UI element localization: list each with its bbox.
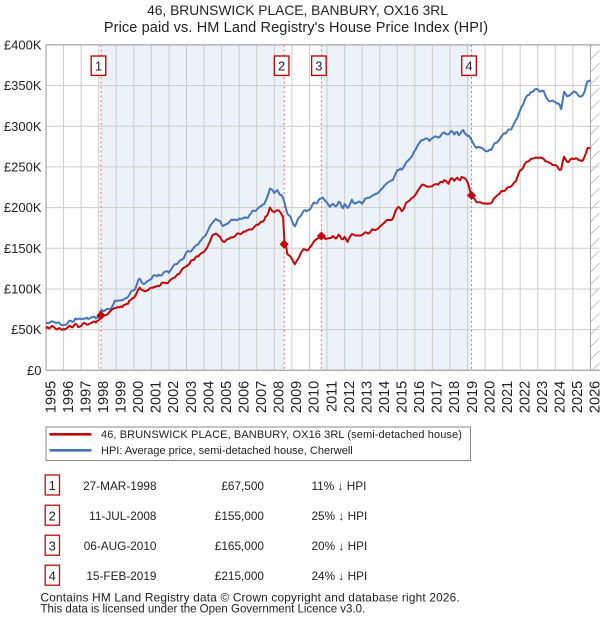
svg-text:2017: 2017 xyxy=(430,381,446,413)
svg-text:20% ↓ HPI: 20% ↓ HPI xyxy=(312,539,368,553)
svg-text:1: 1 xyxy=(95,59,102,74)
svg-text:24% ↓ HPI: 24% ↓ HPI xyxy=(312,569,368,583)
svg-text:2011: 2011 xyxy=(324,381,340,412)
svg-text:£67,500: £67,500 xyxy=(221,479,264,493)
svg-text:2009: 2009 xyxy=(289,381,305,413)
svg-text:2003: 2003 xyxy=(184,381,200,413)
svg-text:3: 3 xyxy=(49,538,56,553)
svg-text:2022: 2022 xyxy=(517,381,533,413)
svg-text:£165,000: £165,000 xyxy=(215,539,265,553)
svg-text:1999: 1999 xyxy=(114,381,130,413)
svg-text:2021: 2021 xyxy=(500,381,516,413)
svg-text:£200K: £200K xyxy=(4,200,42,215)
svg-text:2014: 2014 xyxy=(377,381,393,413)
svg-text:2018: 2018 xyxy=(447,381,463,413)
svg-text:2019: 2019 xyxy=(465,381,481,413)
svg-text:25% ↓ HPI: 25% ↓ HPI xyxy=(312,509,368,523)
svg-text:2: 2 xyxy=(278,59,285,74)
svg-text:1995: 1995 xyxy=(43,381,59,413)
svg-text:2002: 2002 xyxy=(166,381,182,413)
svg-text:11% ↓ HPI: 11% ↓ HPI xyxy=(312,479,367,493)
svg-text:£150K: £150K xyxy=(4,241,42,256)
svg-text:HPI: Average price, semi-detac: HPI: Average price, semi-detached house,… xyxy=(101,445,353,457)
svg-text:3: 3 xyxy=(315,59,322,74)
svg-text:£155,000: £155,000 xyxy=(215,509,265,523)
svg-text:2005: 2005 xyxy=(219,381,235,413)
svg-text:£50K: £50K xyxy=(11,322,42,337)
svg-text:£300K: £300K xyxy=(4,119,42,134)
svg-text:£250K: £250K xyxy=(4,160,42,175)
svg-text:46, BRUNSWICK PLACE, BANBURY,: 46, BRUNSWICK PLACE, BANBURY, OX16 3RL xyxy=(147,3,448,18)
svg-text:2008: 2008 xyxy=(272,381,288,413)
svg-text:06-AUG-2010: 06-AUG-2010 xyxy=(84,539,157,553)
svg-text:2007: 2007 xyxy=(254,381,270,413)
svg-text:2013: 2013 xyxy=(359,381,375,413)
svg-text:Price paid vs. HM Land Registr: Price paid vs. HM Land Registry's House … xyxy=(104,20,488,36)
svg-text:27-MAR-1998: 27-MAR-1998 xyxy=(83,479,157,493)
svg-text:£400K: £400K xyxy=(4,37,42,52)
svg-text:4: 4 xyxy=(49,568,56,583)
svg-text:2010: 2010 xyxy=(307,381,323,413)
svg-text:1: 1 xyxy=(49,478,56,493)
svg-text:1996: 1996 xyxy=(61,381,77,413)
svg-text:11-JUL-2008: 11-JUL-2008 xyxy=(89,509,157,523)
svg-text:2025: 2025 xyxy=(570,381,586,413)
svg-text:46, BRUNSWICK PLACE, BANBURY,: 46, BRUNSWICK PLACE, BANBURY, OX16 3RL (… xyxy=(101,429,462,441)
svg-text:2012: 2012 xyxy=(342,381,358,413)
svg-text:2023: 2023 xyxy=(535,381,551,413)
svg-text:2024: 2024 xyxy=(553,381,569,413)
svg-text:4: 4 xyxy=(465,59,472,74)
svg-text:2004: 2004 xyxy=(201,381,217,413)
svg-text:1997: 1997 xyxy=(78,381,94,413)
svg-text:15-FEB-2019: 15-FEB-2019 xyxy=(86,569,156,583)
svg-text:2026: 2026 xyxy=(588,381,600,413)
svg-text:2016: 2016 xyxy=(412,381,428,413)
svg-text:£0: £0 xyxy=(27,363,41,378)
svg-text:This data is licensed under th: This data is licensed under the Open Gov… xyxy=(41,604,366,616)
svg-text:£215,000: £215,000 xyxy=(215,569,265,583)
svg-text:£350K: £350K xyxy=(4,78,42,93)
svg-text:2: 2 xyxy=(49,508,56,523)
svg-text:1998: 1998 xyxy=(96,381,112,413)
svg-text:£100K: £100K xyxy=(4,282,42,297)
svg-text:2006: 2006 xyxy=(236,381,252,413)
svg-text:2001: 2001 xyxy=(149,381,165,413)
svg-text:2000: 2000 xyxy=(131,381,147,413)
svg-text:Contains HM Land Registry data: Contains HM Land Registry data © Crown c… xyxy=(41,591,460,605)
svg-text:2015: 2015 xyxy=(395,381,411,413)
svg-text:2020: 2020 xyxy=(482,381,498,413)
